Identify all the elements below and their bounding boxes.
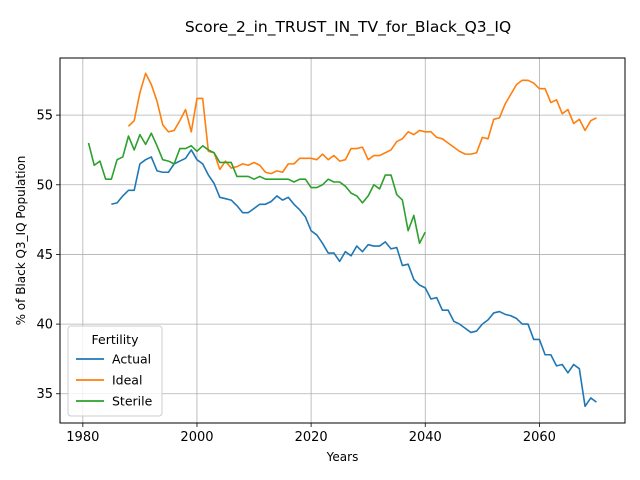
y-axis-label: % of Black Q3_IQ Population bbox=[14, 156, 28, 326]
x-tick-label: 2020 bbox=[295, 430, 328, 445]
series-line-actual bbox=[111, 149, 597, 408]
x-tick-label: 2040 bbox=[409, 430, 442, 445]
y-tick-label: 35 bbox=[36, 387, 53, 402]
x-tick-label: 2000 bbox=[180, 430, 213, 445]
x-axis-label: Years bbox=[326, 450, 359, 464]
x-tick-label: 2060 bbox=[523, 430, 556, 445]
x-tick-label: 1980 bbox=[66, 430, 99, 445]
legend-label-actual: Actual bbox=[112, 352, 151, 367]
axis-ticks: 1980 2000 2020 2040 2060 35 40 45 50 55 bbox=[36, 109, 555, 445]
y-tick-label: 45 bbox=[36, 248, 53, 263]
chart-title: Score_2_in_TRUST_IN_TV_for_Black_Q3_IQ bbox=[185, 18, 511, 37]
legend-box bbox=[67, 325, 163, 417]
y-tick-label: 55 bbox=[36, 109, 53, 124]
y-tick-label: 50 bbox=[36, 178, 53, 193]
legend: Fertility Actual Ideal Sterile bbox=[67, 325, 163, 417]
plot-area-frame bbox=[59, 57, 626, 424]
legend-label-sterile: Sterile bbox=[112, 394, 153, 409]
grid-lines bbox=[60, 58, 625, 423]
legend-label-ideal: Ideal bbox=[112, 373, 142, 388]
legend-title: Fertility bbox=[92, 332, 140, 347]
series-line-ideal bbox=[127, 72, 597, 175]
series-line-sterile bbox=[87, 132, 426, 245]
series-lines bbox=[87, 72, 597, 408]
y-tick-label: 40 bbox=[36, 318, 53, 333]
